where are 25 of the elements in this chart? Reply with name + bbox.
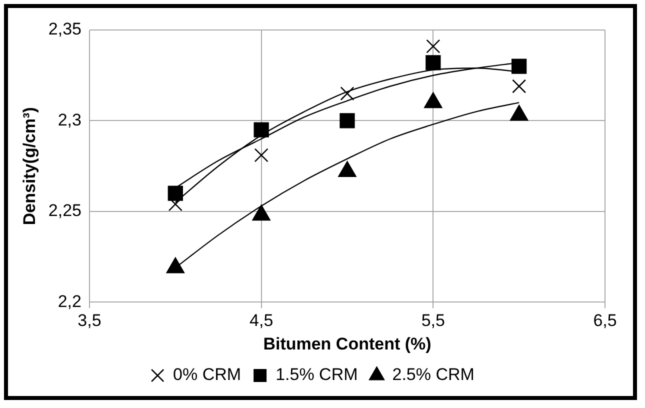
x-axis-title: Bitumen Content (%) bbox=[263, 334, 432, 354]
point bbox=[166, 257, 185, 274]
x-tick-label: 5,5 bbox=[421, 311, 445, 330]
point bbox=[512, 58, 527, 74]
point bbox=[254, 122, 269, 138]
point bbox=[168, 186, 183, 201]
legend-label: 2.5% CRM bbox=[392, 365, 474, 384]
y-tick-label: 2,35 bbox=[48, 20, 82, 39]
point bbox=[340, 86, 354, 101]
point bbox=[254, 148, 268, 162]
y-tick-label: 2,25 bbox=[48, 201, 82, 220]
x-tick-label: 6,5 bbox=[593, 311, 617, 330]
y-axis-title: Density(g/cm³) bbox=[20, 107, 39, 226]
x-tick-label: 3,5 bbox=[78, 311, 102, 330]
legend-label: 0% CRM bbox=[173, 365, 242, 384]
point bbox=[426, 39, 440, 54]
point bbox=[340, 113, 355, 128]
legend-label: 1.5% CRM bbox=[276, 365, 358, 384]
x-tick-label: 4,5 bbox=[250, 311, 274, 330]
point bbox=[512, 79, 526, 94]
point bbox=[252, 204, 270, 221]
y-tick-label: 2,2 bbox=[58, 292, 82, 311]
y-tick-label: 2,3 bbox=[58, 110, 82, 130]
point bbox=[426, 55, 441, 70]
point bbox=[338, 161, 356, 178]
